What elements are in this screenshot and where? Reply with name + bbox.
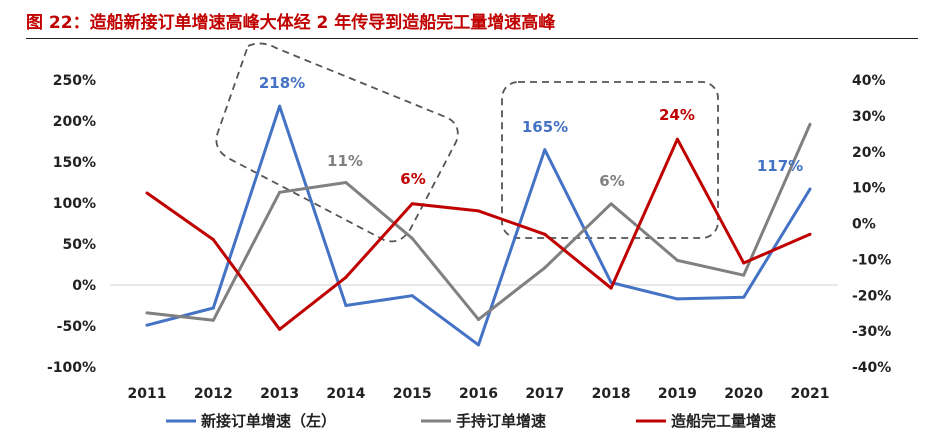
data-point <box>211 238 215 242</box>
left-axis-ticks: -100% -50% 0% 50% 100% 150% 200% 250% <box>47 73 96 376</box>
legend-label-new-orders: 新接订单增速（左） <box>201 412 336 430</box>
x-axis-tick: 2021 <box>791 386 830 402</box>
data-point <box>278 104 282 108</box>
right-axis-tick: -40% <box>852 360 891 376</box>
title-divider <box>26 38 918 39</box>
data-point <box>477 317 480 321</box>
x-axis-tick: 2012 <box>194 386 233 402</box>
right-axis-ticks: -40% -30% -20% -10% 0% 10% 20% 30% 40% <box>852 73 891 376</box>
x-axis-tick: 2013 <box>260 386 299 402</box>
data-point <box>609 286 613 290</box>
right-axis-tick: -10% <box>852 252 891 268</box>
x-axis-tick: 2011 <box>128 386 167 402</box>
data-point <box>278 190 282 194</box>
data-point <box>344 181 348 184</box>
right-axis-tick: 10% <box>852 181 886 197</box>
series-completions-line <box>146 137 811 331</box>
data-point <box>675 137 679 141</box>
data-annotation: 11% <box>327 152 363 170</box>
data-point <box>742 261 746 265</box>
legend: 新接订单增速（左） 手持订单增速 造船完工量增速 <box>166 412 776 430</box>
series-lines <box>145 104 812 347</box>
x-axis-tick: 2020 <box>724 386 763 402</box>
left-axis-tick: 100% <box>53 196 96 212</box>
x-axis-tick: 2016 <box>459 386 498 402</box>
legend-label-backlog: 手持订单增速 <box>456 412 546 430</box>
data-annotation: 24% <box>659 106 695 124</box>
data-annotation: 218% <box>259 74 305 92</box>
chart-title: 图 22：造船新接订单增速高峰大体经 2 年传导到造船完工量增速高峰 <box>26 13 556 33</box>
series-new-orders-line <box>146 104 812 347</box>
data-point <box>808 232 812 236</box>
left-axis-tick: 200% <box>53 114 96 130</box>
data-point <box>211 318 215 322</box>
data-point <box>742 273 746 277</box>
x-axis-tick: 2015 <box>393 386 432 402</box>
data-point <box>145 191 149 195</box>
x-axis-tick: 2014 <box>326 386 365 402</box>
data-annotations: 218% 11% 6% 165% 6% 24% 117% <box>259 74 803 190</box>
data-point <box>609 202 613 206</box>
data-point <box>344 275 348 279</box>
data-point <box>477 209 480 213</box>
x-axis-tick: 2019 <box>658 386 697 402</box>
left-axis-tick: 50% <box>62 237 96 253</box>
highlight-box-2017-2019 <box>501 81 719 239</box>
data-point <box>410 236 414 240</box>
data-point <box>211 306 215 310</box>
x-axis-ticks: 2011 2012 2013 2014 2015 2016 2017 2018 2019 2020… <box>128 386 830 402</box>
series-backlog-line <box>146 123 812 322</box>
x-axis-tick: 2018 <box>592 386 631 402</box>
right-axis-tick: 30% <box>852 109 886 125</box>
left-axis-tick: 0% <box>72 278 96 294</box>
data-point <box>410 202 414 206</box>
data-point <box>808 187 812 191</box>
x-axis-tick: 2017 <box>525 386 564 402</box>
data-annotation: 6% <box>400 170 425 188</box>
data-annotation: 165% <box>522 118 568 136</box>
data-point <box>410 294 414 298</box>
data-point <box>344 304 348 307</box>
data-point <box>543 148 547 152</box>
data-point <box>675 297 679 301</box>
left-axis-tick: 150% <box>53 155 96 171</box>
data-point <box>145 323 149 327</box>
data-annotation: 117% <box>757 157 803 175</box>
data-point <box>145 311 149 315</box>
left-axis-tick: -50% <box>57 319 96 335</box>
data-point <box>675 258 679 262</box>
right-axis-tick: -20% <box>852 288 891 304</box>
legend-label-completions: 造船完工量增速 <box>671 412 776 430</box>
data-point <box>477 343 480 347</box>
data-point <box>543 232 547 236</box>
right-axis-tick: 0% <box>852 217 876 233</box>
data-point <box>808 122 812 126</box>
data-annotation: 6% <box>599 172 624 190</box>
data-point <box>278 327 282 331</box>
data-point <box>742 295 746 299</box>
right-axis-tick: 20% <box>852 145 886 161</box>
left-axis-tick: -100% <box>47 360 96 376</box>
data-point <box>543 266 547 270</box>
right-axis-tick: -30% <box>852 324 891 340</box>
left-axis-tick: 250% <box>53 73 96 89</box>
highlight-box-2013-2015 <box>215 42 459 243</box>
right-axis-tick: 40% <box>852 73 886 89</box>
